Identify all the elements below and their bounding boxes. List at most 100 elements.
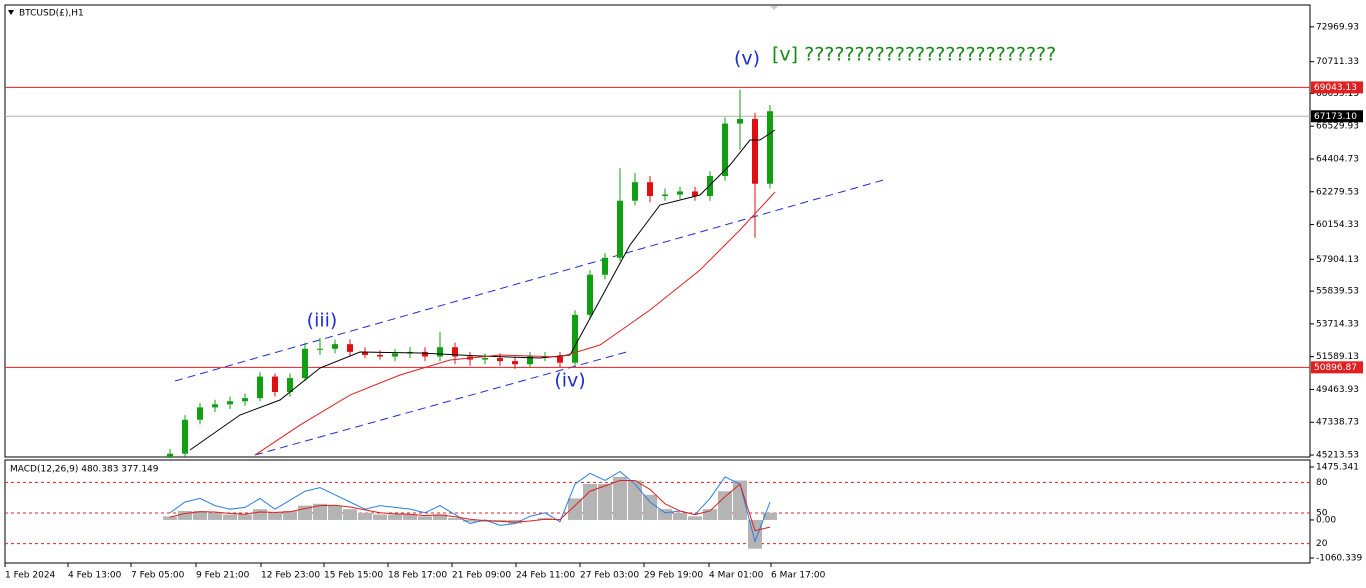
x-tick-label: 7 Feb 05:00 [131,571,185,581]
candle-body [452,347,458,357]
candle-body [572,314,578,363]
x-tick-label: 27 Feb 03:00 [580,571,639,581]
macd-histogram [718,491,732,520]
macd-histogram [418,516,432,520]
wave-label: [v] ????????????????????????? [772,44,1056,66]
price-label-bg [1311,81,1363,94]
macd-histogram [313,503,327,520]
candle-body [512,361,518,365]
y-tick-label: 70711.33 [1316,57,1359,67]
candle-body [437,347,443,357]
y-tick-label: 45213.53 [1316,451,1359,461]
price-label: 50896.87 [1314,363,1357,373]
candle-body [197,407,203,420]
y-tick-label: 57904.13 [1316,255,1359,265]
level-label: 50 [1316,509,1328,519]
candle-body [182,419,188,454]
macd-histogram [223,514,237,520]
macd-histogram [613,476,627,520]
shift-marker [770,6,778,10]
y-tick-label: 68655.13 [1316,89,1359,99]
candle-body [377,354,383,357]
moving-average [189,129,776,451]
macd-histogram [688,516,702,520]
candle-body [362,351,368,355]
trend-lines [174,178,888,456]
candle-body [692,191,698,197]
macd-histogram [463,519,477,522]
candle-body [392,353,398,357]
y-tick-label: 0.00 [1316,515,1336,525]
y-tick-label: 62279.53 [1316,187,1359,197]
candle-body [707,176,713,197]
macd-histogram [583,484,597,520]
candle-body [557,356,563,363]
y-tick-label: 47338.73 [1316,418,1359,428]
macd-histogram [253,509,267,520]
price-label: 69043.13 [1314,83,1357,93]
candle-body [317,348,323,350]
y-tick-label: 51589.13 [1316,352,1359,362]
candle-body [347,344,353,352]
macd-histogram [268,512,282,520]
candle-body [287,378,293,392]
price-label: 67173.10 [1314,112,1357,122]
moving-average [254,191,776,456]
x-tick-label: 9 Feb 21:00 [196,571,250,581]
candle-body [242,398,248,402]
menu-triangle [8,10,14,15]
candle-body [602,257,608,275]
macd-histogram [163,516,177,520]
macd-histogram [193,510,207,520]
macd-panel [4,459,1311,564]
candle-body [497,358,503,362]
x-tick-label: 4 Mar 01:00 [709,571,764,581]
y-tick-label: 64404.73 [1316,154,1359,164]
candle-body [617,200,623,258]
x-tick-label: 4 Feb 13:00 [68,571,122,581]
macd-histogram [703,509,717,520]
candle-body [272,376,278,392]
candle-body [257,376,263,399]
candle-body [737,118,743,124]
y-tick-label: -1060.339 [1316,554,1362,564]
wave-label: (iii) [307,310,338,332]
candle-body [302,348,308,379]
macd-histogram [403,514,417,520]
candle-body [167,453,173,457]
candle-body [587,274,593,315]
x-tick-label: 24 Feb 11:00 [516,571,575,581]
macd-histogram [328,505,342,520]
candle-body [212,404,218,408]
candle-body [752,118,758,184]
macd-histogram [598,484,612,520]
candle-body [632,182,638,201]
macd-histogram [433,514,447,520]
macd-histogram [283,510,297,520]
candle-body [767,111,773,184]
price-label-bg [1311,361,1363,374]
x-tick-label: 18 Feb 17:00 [388,571,447,581]
y-tick-label: 55839.53 [1316,287,1359,297]
candle-body [227,401,233,405]
macd-line [169,470,771,544]
candle-body [422,351,428,357]
candle-body [527,356,533,365]
macd-signal [169,479,771,532]
candle-body [647,182,653,197]
wave-label: (iv) [554,370,585,392]
candle-body [677,191,683,195]
x-tick-label: 29 Feb 19:00 [644,571,703,581]
y-tick-label: 49463.93 [1316,385,1359,395]
candle-body [662,194,668,197]
macd-histogram [658,509,672,520]
macd-histogram [373,514,387,520]
macd-histogram [643,494,657,520]
macd-histogram [343,509,357,520]
macd-plot [5,470,1310,549]
y-tick-label: 60154.33 [1316,220,1359,230]
x-tick-label: 15 Feb 15:00 [324,571,383,581]
macd-histogram [238,514,252,520]
y-tick-label: 66529.93 [1316,122,1359,132]
